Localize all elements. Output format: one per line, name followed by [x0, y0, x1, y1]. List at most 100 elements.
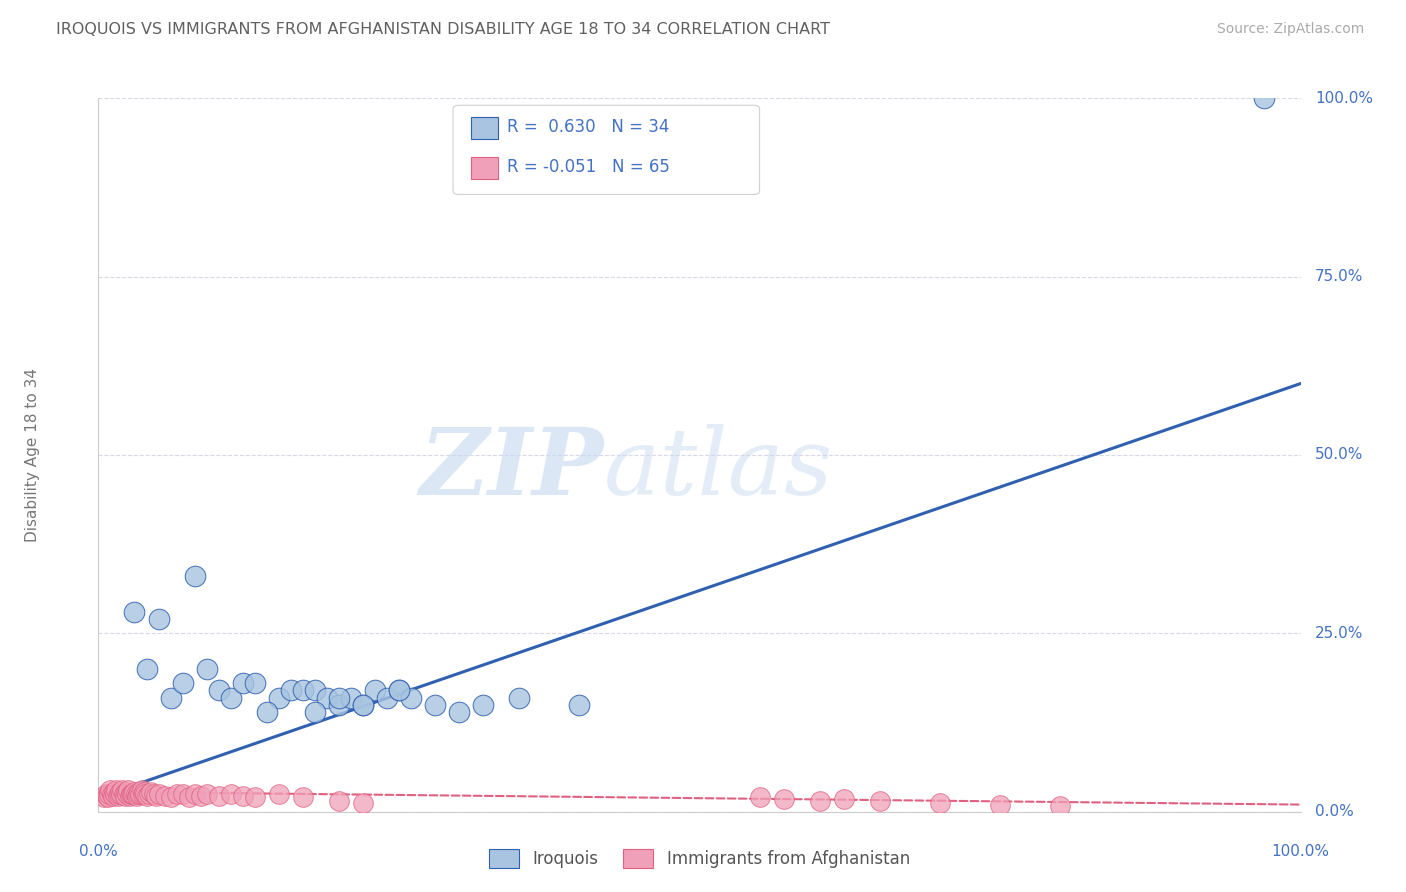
Point — [105, 783, 128, 797]
Point — [114, 789, 136, 803]
Point — [256, 705, 278, 719]
Point — [124, 605, 146, 619]
Point — [364, 683, 387, 698]
Point — [172, 676, 194, 690]
Point — [232, 789, 254, 803]
Point — [134, 787, 156, 801]
Point — [124, 785, 146, 799]
Point — [291, 790, 314, 805]
Point — [121, 787, 143, 801]
Point — [508, 690, 530, 705]
Point — [122, 787, 145, 801]
Point — [388, 683, 411, 698]
Point — [267, 787, 290, 801]
Point — [423, 698, 446, 712]
Text: atlas: atlas — [603, 425, 832, 514]
Point — [107, 789, 129, 803]
Point — [153, 789, 176, 803]
Point — [115, 785, 138, 799]
Point — [117, 787, 139, 801]
Point — [388, 683, 411, 698]
Text: 0.0%: 0.0% — [79, 844, 118, 859]
Point — [94, 787, 117, 801]
Point — [280, 683, 302, 698]
Point — [352, 796, 374, 810]
Point — [110, 787, 132, 801]
Point — [159, 690, 181, 705]
Point — [100, 787, 122, 801]
Point — [101, 789, 124, 803]
FancyBboxPatch shape — [453, 105, 759, 194]
Point — [352, 698, 374, 712]
Point — [138, 787, 160, 801]
Point — [375, 690, 398, 705]
Point — [132, 787, 155, 801]
Point — [118, 789, 141, 803]
Point — [148, 787, 170, 801]
Text: IROQUOIS VS IMMIGRANTS FROM AFGHANISTAN DISABILITY AGE 18 TO 34 CORRELATION CHAR: IROQUOIS VS IMMIGRANTS FROM AFGHANISTAN … — [56, 22, 830, 37]
Text: 100.0%: 100.0% — [1315, 91, 1374, 105]
Point — [195, 787, 218, 801]
Point — [104, 787, 127, 801]
Point — [243, 676, 266, 690]
FancyBboxPatch shape — [471, 157, 498, 178]
Point — [120, 787, 142, 801]
Point — [328, 794, 350, 808]
Point — [145, 789, 167, 803]
Text: R =  0.630   N = 34: R = 0.630 N = 34 — [508, 118, 669, 136]
Point — [748, 790, 770, 805]
Point — [159, 790, 181, 805]
Point — [399, 690, 422, 705]
Point — [315, 690, 337, 705]
Point — [340, 690, 363, 705]
Point — [568, 698, 591, 712]
Point — [131, 783, 153, 797]
Point — [125, 789, 148, 803]
Text: 0.0%: 0.0% — [1315, 805, 1354, 819]
Point — [190, 789, 212, 803]
Text: 75.0%: 75.0% — [1315, 269, 1364, 284]
Point — [304, 705, 326, 719]
Point — [328, 690, 350, 705]
Point — [304, 683, 326, 698]
Point — [97, 790, 120, 805]
Point — [108, 787, 131, 801]
Point — [1253, 91, 1275, 105]
Point — [183, 787, 205, 801]
Point — [108, 785, 131, 799]
Point — [291, 683, 314, 698]
Text: 50.0%: 50.0% — [1315, 448, 1364, 462]
Point — [141, 785, 163, 799]
Point — [832, 792, 855, 806]
Point — [93, 790, 115, 805]
Point — [267, 690, 290, 705]
Point — [928, 796, 950, 810]
Legend: Iroquois, Immigrants from Afghanistan: Iroquois, Immigrants from Afghanistan — [482, 842, 917, 875]
Point — [117, 783, 139, 797]
Point — [112, 787, 135, 801]
Text: Source: ZipAtlas.com: Source: ZipAtlas.com — [1216, 22, 1364, 37]
Point — [183, 569, 205, 583]
Point — [219, 690, 242, 705]
Point — [166, 787, 188, 801]
Point — [772, 792, 794, 806]
Point — [96, 789, 118, 803]
Point — [208, 789, 231, 803]
Point — [232, 676, 254, 690]
Point — [98, 787, 121, 801]
Point — [129, 787, 152, 801]
Point — [100, 783, 122, 797]
Point — [988, 797, 1011, 812]
Point — [243, 790, 266, 805]
Point — [132, 785, 155, 799]
Point — [172, 787, 194, 801]
FancyBboxPatch shape — [471, 118, 498, 139]
Point — [472, 698, 495, 712]
Point — [195, 662, 218, 676]
Point — [125, 787, 148, 801]
Point — [127, 787, 149, 801]
Point — [352, 698, 374, 712]
Point — [328, 698, 350, 712]
Text: ZIP: ZIP — [419, 425, 603, 514]
Point — [128, 785, 150, 799]
